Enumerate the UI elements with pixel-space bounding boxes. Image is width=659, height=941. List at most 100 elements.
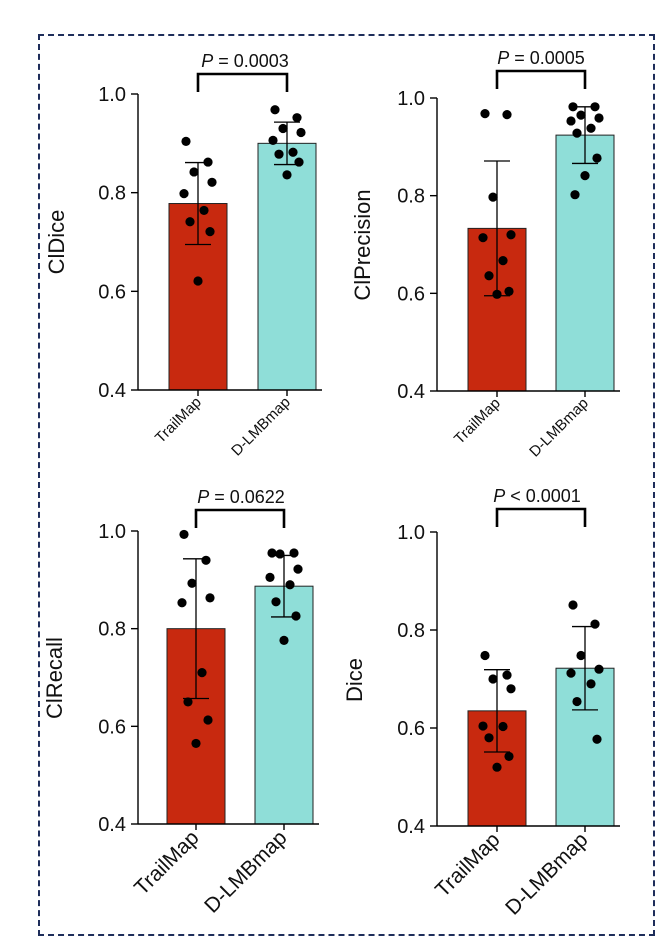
p-value-text: = 0.0622 — [209, 487, 285, 507]
data-point-d-lmbmap — [566, 116, 576, 126]
data-point-d-lmbmap — [271, 597, 281, 607]
p-symbol: P — [493, 486, 505, 506]
data-point-trailmap — [201, 555, 211, 565]
x-category-label: D-LMBmap — [200, 826, 291, 917]
data-point-trailmap — [189, 167, 199, 177]
data-point-trailmap — [181, 136, 191, 146]
p-value-text: = 0.0003 — [213, 51, 289, 71]
data-point-trailmap — [502, 670, 512, 680]
data-point-d-lmbmap — [293, 564, 303, 574]
data-point-trailmap — [179, 529, 189, 540]
y-tick-label: 0.6 — [397, 283, 425, 305]
p-value-label: P < 0.0001 — [493, 486, 581, 506]
data-point-d-lmbmap — [274, 149, 284, 159]
data-point-trailmap — [492, 289, 502, 299]
data-point-d-lmbmap — [572, 696, 582, 707]
x-category-label: D-LMBmap — [501, 828, 592, 919]
y-axis-title: ClRecall — [42, 637, 67, 719]
data-point-trailmap — [506, 230, 516, 240]
data-point-d-lmbmap — [590, 102, 600, 112]
data-point-d-lmbmap — [586, 123, 596, 133]
bar-d-lmbmap — [257, 142, 317, 391]
data-point-d-lmbmap — [265, 572, 275, 582]
data-point-d-lmbmap — [275, 549, 285, 559]
data-point-trailmap — [193, 276, 203, 286]
x-category-label: TrailMap — [451, 395, 504, 448]
data-point-trailmap — [506, 684, 516, 694]
x-category-label: D-LMBmap — [228, 394, 294, 460]
significance-bracket — [495, 69, 587, 89]
data-point-trailmap — [203, 157, 213, 167]
chart-panel-clprecision: 0.4 0.6 0.8 1.0 ClPrecision TrailMap D-LMBmap P… — [350, 48, 620, 460]
data-point-trailmap — [488, 192, 498, 202]
dashed-figure-border — [38, 34, 655, 936]
data-point-d-lmbmap — [572, 128, 582, 138]
data-point-trailmap — [179, 189, 189, 199]
y-tick-label: 0.8 — [397, 186, 425, 208]
x-category-label: D-LMBmap — [526, 395, 592, 461]
data-point-trailmap — [480, 109, 490, 119]
y-tick-label: 0.4 — [98, 814, 126, 836]
y-axis-title: ClDice — [44, 210, 69, 275]
data-point-d-lmbmap — [279, 635, 289, 645]
p-symbol: P — [197, 487, 209, 507]
data-point-trailmap — [187, 578, 197, 588]
y-tick-label: 0.6 — [98, 716, 126, 738]
data-point-d-lmbmap — [592, 153, 602, 163]
p-value-text: = 0.0005 — [509, 48, 585, 68]
data-point-d-lmbmap — [267, 548, 277, 558]
data-point-trailmap — [488, 674, 498, 684]
significance-bracket — [495, 507, 587, 527]
data-point-trailmap — [478, 233, 488, 243]
p-value-label: P = 0.0622 — [197, 487, 285, 507]
y-tick-label: 0.4 — [98, 380, 126, 402]
data-point-trailmap — [205, 593, 215, 603]
bar-d-lmbmap — [254, 585, 314, 825]
p-symbol: P — [497, 48, 509, 68]
data-point-d-lmbmap — [586, 679, 596, 689]
p-symbol: P — [201, 51, 213, 71]
y-axis-title: Dice — [342, 658, 367, 702]
data-point-trailmap — [498, 256, 508, 266]
data-point-d-lmbmap — [580, 171, 590, 181]
data-point-d-lmbmap — [570, 190, 580, 200]
data-point-trailmap — [205, 227, 215, 237]
y-tick-label: 1.0 — [98, 521, 126, 543]
data-point-d-lmbmap — [594, 113, 604, 123]
data-point-d-lmbmap — [270, 105, 280, 115]
data-point-trailmap — [197, 668, 207, 678]
data-point-d-lmbmap — [576, 650, 586, 661]
data-point-d-lmbmap — [278, 123, 288, 134]
data-point-trailmap — [199, 205, 209, 216]
data-point-d-lmbmap — [566, 668, 576, 678]
y-tick-label: 0.6 — [397, 718, 425, 740]
y-tick-label: 0.8 — [98, 619, 126, 641]
data-point-d-lmbmap — [568, 102, 578, 112]
data-point-d-lmbmap — [288, 147, 298, 157]
data-point-d-lmbmap — [590, 619, 600, 629]
data-point-trailmap — [492, 762, 502, 772]
data-point-d-lmbmap — [292, 113, 302, 123]
data-point-d-lmbmap — [594, 664, 604, 674]
significance-bracket — [196, 72, 289, 92]
data-point-trailmap — [480, 650, 490, 661]
data-point-trailmap — [504, 751, 514, 762]
data-point-trailmap — [484, 271, 494, 281]
data-point-d-lmbmap — [289, 548, 299, 558]
x-category-label: TrailMap — [431, 828, 504, 901]
data-point-d-lmbmap — [296, 127, 306, 138]
data-point-trailmap — [207, 177, 217, 187]
data-point-trailmap — [185, 217, 195, 227]
y-tick-label: 0.8 — [397, 620, 425, 642]
x-category-label: TrailMap — [152, 394, 205, 447]
data-point-trailmap — [183, 697, 193, 707]
data-point-d-lmbmap — [576, 110, 586, 120]
chart-panel-cldice: 0.4 0.6 0.8 1.0 ClDice TrailMap D-LMBmap P = 0.… — [44, 51, 322, 459]
y-tick-label: 1.0 — [397, 522, 425, 544]
y-tick-label: 0.8 — [98, 183, 126, 205]
y-tick-label: 1.0 — [397, 88, 425, 110]
data-point-trailmap — [504, 286, 514, 296]
